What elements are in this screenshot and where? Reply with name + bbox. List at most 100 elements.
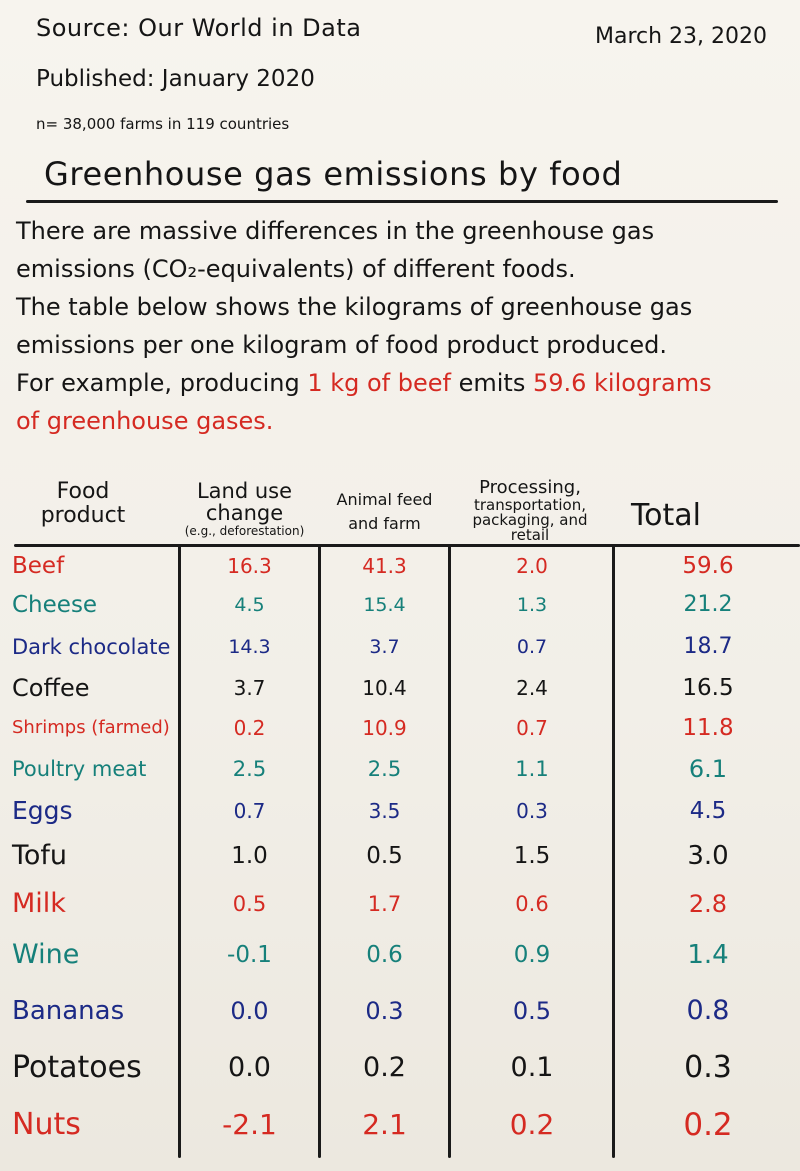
cell-food: Poultry meat [12, 757, 147, 781]
cell-animal-feed: 0.3 [365, 997, 404, 1025]
cell-land-use: 0.7 [233, 799, 266, 823]
description-line-2: emissions (CO₂-equivalents) of different… [16, 255, 576, 283]
header-land-line2: change [205, 501, 284, 525]
cell-total: 0.2 [683, 1107, 733, 1143]
table-row: Poultry meat 2.5 2.5 1.1 6.1 [0, 748, 800, 790]
cell-total: 1.4 [687, 940, 729, 970]
cell-animal-feed: 2.5 [367, 757, 402, 781]
cell-food: Milk [12, 888, 66, 919]
cell-processing: 2.0 [516, 554, 548, 578]
table-header-rule [14, 544, 800, 547]
table-row: Coffee 3.7 10.4 2.4 16.5 [0, 668, 800, 708]
cell-processing: 0.2 [509, 1108, 555, 1141]
cell-total: 4.5 [689, 798, 727, 824]
header-food-line2: product [40, 503, 126, 528]
table-row: Eggs 0.7 3.5 0.3 4.5 [0, 790, 800, 832]
cell-processing: 1.3 [516, 594, 548, 616]
cell-animal-feed: 3.7 [369, 636, 400, 658]
header-proc-line4: retail [510, 526, 550, 544]
cell-food: Bananas [12, 996, 125, 1026]
table-row: Beef 16.3 41.3 2.0 59.6 [0, 547, 800, 585]
cell-total: 59.6 [682, 553, 734, 579]
cell-animal-feed: 1.7 [367, 892, 402, 916]
cell-food: Beef [12, 553, 65, 579]
column-divider-2 [318, 546, 321, 1158]
cell-animal-feed: 3.5 [368, 799, 401, 823]
cell-processing: 0.1 [510, 1052, 554, 1083]
example-text: For example, producing [16, 369, 308, 397]
description-line-3: The table below shows the kilograms of g… [16, 293, 693, 321]
cell-food: Dark chocolate [12, 635, 171, 659]
table-row: Shrimps (farmed) 0.2 10.9 0.7 11.8 [0, 708, 800, 748]
cell-food: Wine [12, 939, 80, 970]
cell-food: Tofu [12, 840, 68, 871]
example-emits: emits [450, 369, 533, 397]
cell-processing: 2.4 [516, 676, 548, 700]
cell-land-use: -2.1 [222, 1108, 277, 1141]
header-land-note: (e.g., deforestation) [184, 524, 305, 538]
table-row: Bananas 0.0 0.3 0.5 0.8 [0, 982, 800, 1040]
column-divider-4 [612, 546, 615, 1158]
cell-land-use: 0.2 [233, 716, 266, 740]
cell-total: 16.5 [682, 675, 734, 701]
description-line-4: emissions per one kilogram of food produ… [16, 331, 667, 359]
column-divider-3 [448, 546, 451, 1158]
cell-animal-feed: 0.6 [366, 942, 403, 968]
cell-land-use: 0.0 [228, 1052, 271, 1083]
cell-food: Potatoes [12, 1050, 142, 1085]
example-highlight-kg: 59.6 kilograms [532, 369, 712, 397]
cell-animal-feed: 0.5 [366, 843, 403, 869]
cell-land-use: 0.0 [230, 997, 269, 1025]
header-food-line1: Food [56, 479, 110, 504]
source-text: Source: Our World in Data [36, 14, 362, 42]
cell-food: Coffee [12, 674, 90, 702]
header-food-product: Food product [18, 480, 148, 528]
header-proc-line2: transportation, [473, 496, 586, 514]
description-line-1: There are massive differences in the gre… [16, 217, 655, 245]
cell-processing: 0.6 [515, 892, 549, 916]
example-highlight-beef: 1 kg of beef [307, 369, 451, 397]
cell-total: 0.8 [686, 995, 730, 1026]
cell-total: 11.8 [682, 715, 734, 741]
cell-food: Nuts [12, 1107, 81, 1142]
cell-total: 6.1 [688, 755, 728, 783]
published-text: Published: January 2020 [36, 66, 315, 92]
cell-land-use: 4.5 [234, 594, 265, 616]
cell-land-use: 1.0 [231, 843, 268, 869]
description-line-5: For example, producing 1 kg of beef emit… [16, 364, 786, 402]
sample-size-text: n= 38,000 farms in 119 countries [36, 115, 290, 133]
header-proc-line1: Processing, [479, 477, 581, 498]
cell-land-use: 16.3 [227, 554, 272, 578]
cell-land-use: 14.3 [228, 636, 271, 658]
cell-total: 18.7 [683, 634, 733, 659]
header-animal-feed: Animal feed and farm [322, 488, 447, 536]
cell-animal-feed: 2.1 [362, 1108, 407, 1141]
table-row: Nuts -2.1 2.1 0.2 0.2 [0, 1095, 800, 1155]
cell-animal-feed: 0.2 [363, 1052, 406, 1083]
header-total: Total [630, 498, 702, 533]
cell-total: 21.2 [683, 592, 733, 617]
cell-food: Eggs [12, 796, 73, 825]
cell-processing: 0.3 [516, 799, 548, 823]
header-feed-line2: and farm [348, 514, 421, 533]
cell-total: 2.8 [688, 890, 728, 918]
table-row: Potatoes 0.0 0.2 0.1 0.3 [0, 1040, 800, 1095]
table-row: Milk 0.5 1.7 0.6 2.8 [0, 880, 800, 928]
description: There are massive differences in the gre… [16, 212, 786, 440]
cell-processing: 0.7 [516, 716, 548, 740]
date-text: March 23, 2020 [595, 24, 768, 49]
cell-food: Shrimps (farmed) [12, 717, 170, 738]
cell-total: 0.3 [684, 1050, 732, 1085]
header-feed-line1: Animal feed [336, 490, 433, 509]
cell-animal-feed: 10.9 [362, 716, 407, 740]
cell-land-use: 3.7 [233, 676, 266, 700]
header-land-line1: Land use [196, 479, 293, 503]
column-divider-1 [178, 546, 181, 1158]
page-title: Greenhouse gas emissions by food [44, 155, 623, 193]
title-underline [26, 200, 778, 203]
description-line-6: of greenhouse gases. [16, 407, 274, 435]
cell-animal-feed: 15.4 [363, 594, 406, 616]
cell-processing: 0.7 [516, 636, 548, 658]
table-row: Cheese 4.5 15.4 1.3 21.2 [0, 585, 800, 625]
